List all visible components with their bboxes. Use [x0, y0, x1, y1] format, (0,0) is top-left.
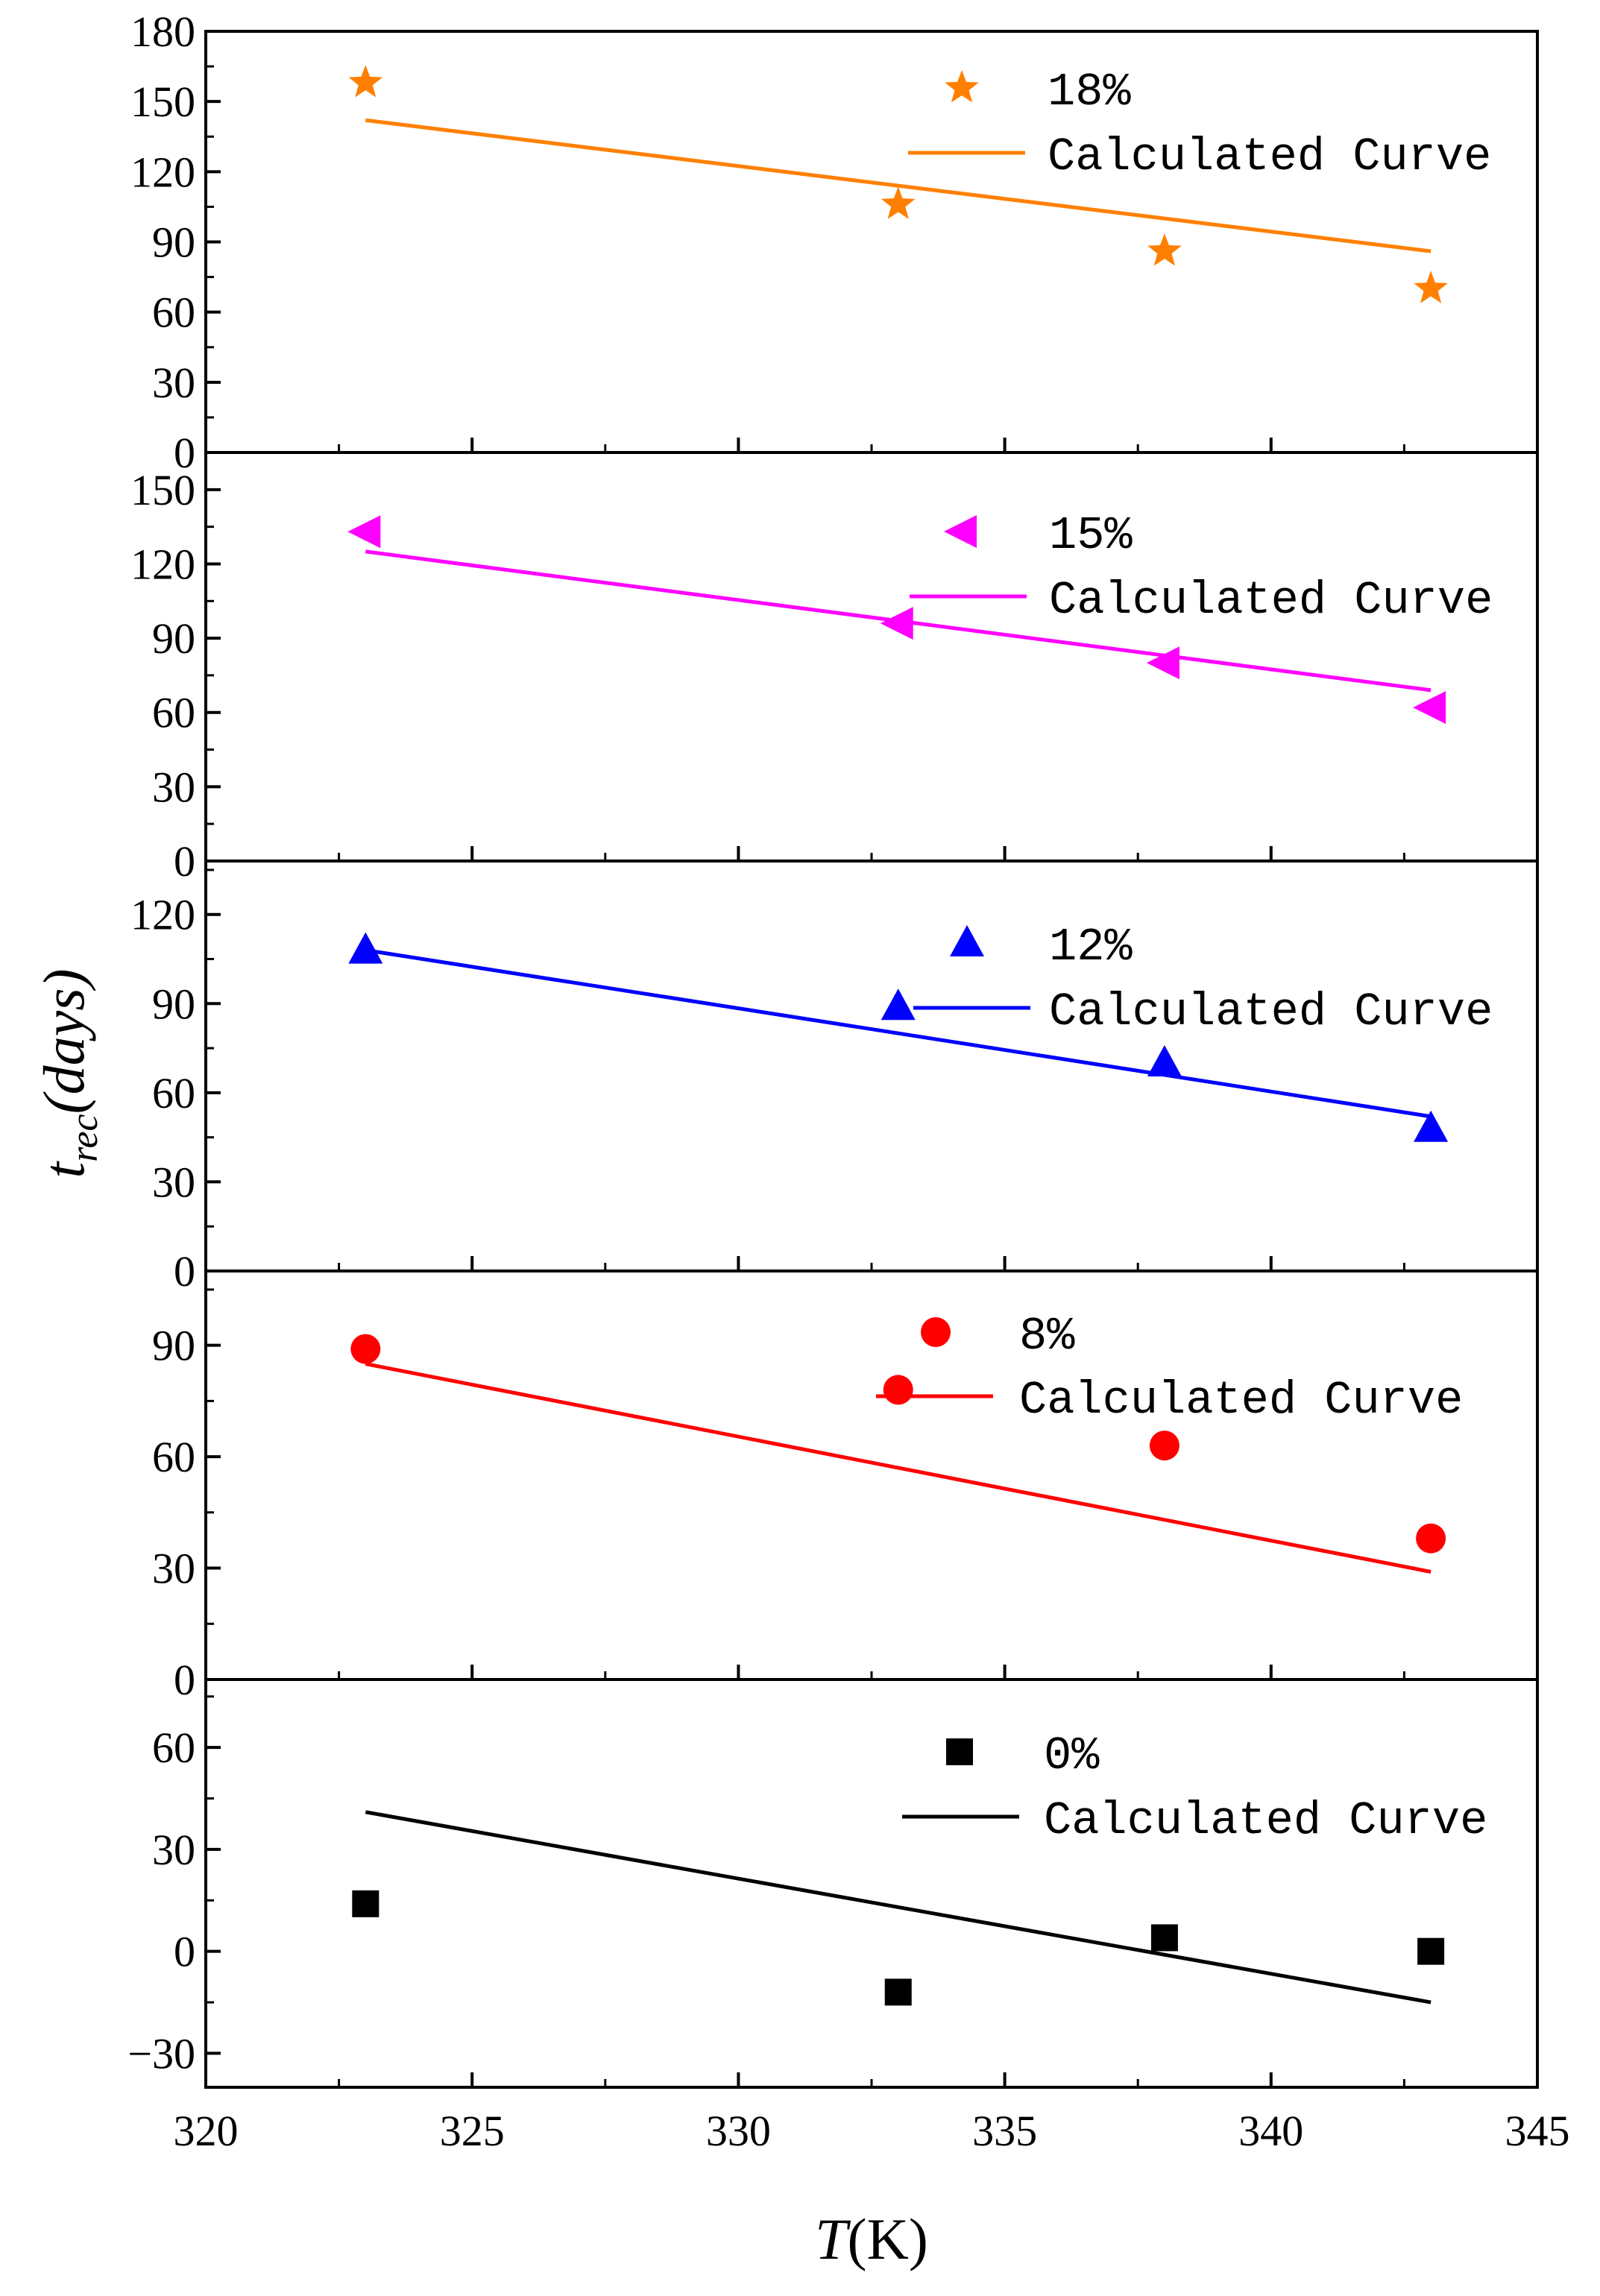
y-tick-label: 150	[130, 466, 195, 514]
data-point	[1147, 1045, 1182, 1077]
data-point	[881, 186, 916, 219]
y-tick-label: 90	[152, 218, 195, 267]
y-tick-label: 30	[152, 1545, 195, 1593]
legend-line-label: Calculated Curve	[1048, 130, 1491, 183]
data-point	[1147, 233, 1182, 266]
y-tick-label: 0	[174, 1247, 195, 1296]
x-tick-label: 335	[972, 2107, 1037, 2155]
data-point	[1149, 1431, 1179, 1461]
legend-marker	[945, 70, 979, 103]
data-point	[884, 1978, 912, 2006]
y-tick-label: 90	[152, 614, 195, 663]
data-point	[1414, 1110, 1449, 1142]
y-tick-label: 150	[130, 78, 195, 126]
legend-line-label: Calculated Curve	[1049, 574, 1493, 627]
y-tick-label: 60	[152, 689, 195, 737]
y-tick-label: −30	[127, 2029, 195, 2078]
y-tick-label: 60	[152, 1433, 195, 1481]
legend-marker	[950, 925, 984, 956]
legend-marker-label: 15%	[1049, 509, 1133, 562]
y-tick-label: 90	[152, 980, 195, 1028]
legend-marker	[921, 1317, 951, 1347]
data-point	[1146, 646, 1179, 680]
calculated-curve-line	[365, 118, 1432, 253]
legend-marker-label: 12%	[1049, 921, 1133, 974]
y-axis-title: trec(days)	[31, 968, 106, 1178]
legend: 8% Calculated Curve	[876, 1310, 1463, 1427]
data-point	[883, 1375, 913, 1405]
data-point	[348, 65, 383, 98]
data-point	[1416, 1523, 1446, 1554]
data-point	[881, 988, 916, 1021]
y-tick-label: 0	[174, 1656, 195, 1704]
legend: 15% Calculated Curve	[910, 509, 1493, 627]
calculated-curve-line	[365, 948, 1432, 1119]
y-tick-label: 90	[152, 1322, 195, 1370]
y-tick-label: 180	[130, 7, 195, 56]
data-point	[1413, 691, 1446, 725]
legend-marker-label: 0%	[1044, 1729, 1100, 1782]
y-tick-label: 0	[174, 837, 195, 886]
y-tick-label: 60	[152, 1723, 195, 1772]
x-tick-label: 330	[706, 2107, 771, 2155]
data-point	[350, 1334, 381, 1364]
data-point	[1150, 1924, 1178, 1952]
y-tick-label: 0	[174, 1928, 195, 1976]
legend-line-label: Calculated Curve	[1019, 1374, 1463, 1427]
y-tick-label: 120	[130, 891, 195, 939]
legend-marker	[944, 515, 977, 548]
legend: 12% Calculated Curve	[913, 921, 1493, 1038]
data-point	[347, 515, 381, 549]
legend-line-label: Calculated Curve	[1049, 985, 1493, 1038]
data-point	[880, 607, 913, 640]
panel-12pct: 0 30 60 90 120 12% Calculated Curve	[130, 860, 1539, 1296]
y-tick-label: 30	[152, 359, 195, 407]
legend-marker	[946, 1738, 973, 1765]
x-tick-label: 320	[174, 2107, 239, 2155]
legend: 18% Calculated Curve	[908, 66, 1491, 183]
y-tick-label: 30	[152, 1826, 195, 1874]
y-tick-label: 120	[130, 148, 195, 196]
x-tick-label: 345	[1505, 2107, 1570, 2155]
panel-18pct: 0 30 60 90 120 150 180 18% Calculated Curve	[130, 7, 1539, 477]
panel-15pct: 0 30 60 90 120 150 15% Calculated Curve	[130, 451, 1539, 886]
x-tick-label: 325	[440, 2107, 505, 2155]
legend-line-label: Calculated Curve	[1044, 1794, 1487, 1847]
data-point	[1414, 271, 1448, 303]
data-point	[348, 932, 383, 964]
x-axis-title: T(K)	[815, 2207, 928, 2271]
y-tick-label: 0	[174, 429, 195, 477]
panel-8pct: 0 30 60 90 8% Calculated Curve	[152, 1270, 1539, 1704]
calculated-curve-line	[365, 1810, 1432, 2005]
y-tick-label: 30	[152, 763, 195, 811]
legend: 0% Calculated Curve	[902, 1729, 1487, 1847]
y-tick-label: 60	[152, 1069, 195, 1117]
y-tick-label: 60	[152, 288, 195, 337]
data-point	[352, 1890, 379, 1917]
y-tick-label: 30	[152, 1158, 195, 1206]
legend-marker-label: 8%	[1019, 1310, 1075, 1363]
data-point	[1417, 1937, 1445, 1965]
x-tick-label: 340	[1238, 2107, 1303, 2155]
panel-0pct: −30 0 30 60 0% Calculated Curve	[127, 1678, 1539, 2089]
y-tick-label: 120	[130, 540, 195, 588]
legend-marker-label: 18%	[1048, 66, 1131, 119]
calculated-curve-line	[365, 1362, 1432, 1574]
